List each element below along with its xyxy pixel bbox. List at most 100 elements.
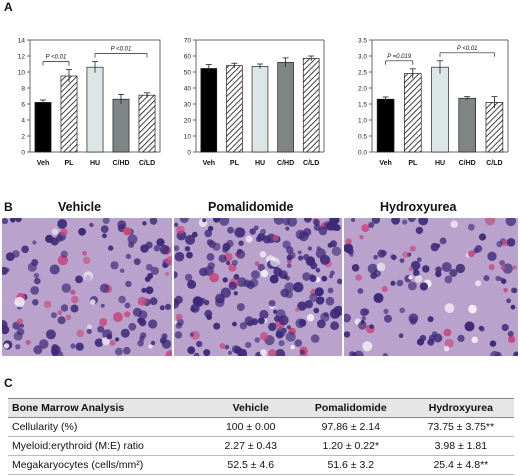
- table-cell: Cellularity (%): [8, 417, 208, 437]
- cell-nucleus: [496, 241, 503, 248]
- x-tick-label: PL: [65, 160, 75, 167]
- cell-nucleus: [318, 226, 328, 236]
- cell-nucleus: [507, 330, 514, 337]
- cell-nucleus: [377, 249, 386, 258]
- cell-nucleus: [206, 253, 215, 261]
- cell-nucleus: [329, 308, 341, 319]
- cell-nucleus: [30, 286, 40, 295]
- cell-nucleus: [373, 269, 381, 277]
- cell-nucleus: [233, 291, 238, 296]
- cell-nucleus: [349, 252, 354, 257]
- cell-nucleus: [110, 261, 119, 270]
- bar: [404, 73, 422, 153]
- cell-nucleus: [193, 352, 200, 356]
- cell-nucleus: [224, 344, 230, 350]
- cell-nucleus: [345, 238, 352, 245]
- y-tick-label: 1.0: [358, 118, 367, 125]
- cell-nucleus: [254, 337, 261, 343]
- cell-nucleus: [149, 297, 158, 306]
- cell-nucleus: [321, 275, 328, 282]
- cell-nucleus: [349, 351, 355, 356]
- tissue-background: [344, 218, 518, 356]
- micrograph-title-hydroxyurea: Hydroxyurea: [380, 200, 457, 214]
- cell-nucleus: [138, 318, 147, 327]
- cell-nucleus: [315, 268, 321, 273]
- table-cell: Megakaryocytes (cells/mm²): [8, 455, 208, 475]
- cell-nucleus: [269, 274, 279, 284]
- cell-nucleus: [15, 344, 21, 350]
- cell-nucleus: [123, 346, 131, 355]
- cell-nucleus: [268, 300, 276, 307]
- micrograph-hydroxyurea: [344, 218, 518, 356]
- cell-nucleus: [149, 218, 158, 225]
- cell-nucleus: [175, 322, 183, 329]
- y-tick-label: 4: [21, 118, 25, 125]
- cell-nucleus: [249, 228, 256, 235]
- cell-nucleus: [314, 287, 324, 297]
- cell-nucleus: [225, 260, 231, 266]
- significance-label: P <0.01: [111, 47, 132, 53]
- y-tick-label: 20: [184, 118, 192, 125]
- cell-nucleus: [45, 329, 56, 340]
- y-tick-label: 14: [18, 38, 26, 45]
- table-cell: 3.98 ± 1.81: [407, 436, 514, 456]
- x-tick-label: Veh: [379, 160, 391, 167]
- cell-nucleus: [75, 342, 84, 351]
- cell-nucleus: [57, 219, 68, 229]
- cell-nucleus: [176, 225, 185, 235]
- x-tick-label: C/HD: [277, 160, 294, 167]
- cell-nucleus: [139, 335, 145, 342]
- cell-nucleus: [184, 246, 191, 252]
- cell-nucleus: [282, 218, 291, 226]
- cell-nucleus: [396, 279, 404, 287]
- cell-nucleus: [344, 313, 351, 323]
- cell-nucleus: [355, 274, 362, 281]
- y-tick-label: 0: [187, 150, 191, 157]
- chart-1: 0 2 4 6 8 10 12 14 Veh PL HU C/HD C/LD P <0.01 P <0.01: [18, 38, 161, 167]
- cell-nucleus: [307, 260, 314, 266]
- cell-nucleus: [503, 288, 508, 293]
- cell-nucleus: [323, 312, 329, 318]
- table-cell: 52.5 ± 4.6: [207, 455, 294, 475]
- chart-2: 0 10 20 30 40 50 60 70 Veh PL HU C/HD C/LD: [184, 38, 325, 167]
- bar: [60, 75, 78, 153]
- cell-nucleus: [65, 314, 72, 321]
- cell-nucleus: [60, 250, 68, 258]
- cell-nucleus: [78, 227, 86, 236]
- cell-nucleus: [260, 269, 269, 278]
- cell-nucleus: [415, 226, 424, 235]
- y-tick-label: 10: [18, 70, 26, 77]
- cell-nucleus: [179, 218, 189, 224]
- cell-nucleus: [478, 233, 487, 241]
- cell-nucleus: [399, 258, 405, 263]
- cell-nucleus: [450, 220, 458, 228]
- cell-nucleus: [2, 218, 8, 225]
- cell-nucleus: [391, 254, 397, 261]
- cell-nucleus: [433, 333, 443, 343]
- cell-nucleus: [115, 347, 123, 356]
- cell-nucleus: [444, 303, 455, 314]
- cell-nucleus: [90, 299, 96, 305]
- cell-nucleus: [124, 311, 131, 318]
- cell-nucleus: [409, 317, 417, 325]
- cell-nucleus: [33, 272, 40, 279]
- cell-nucleus: [43, 300, 52, 308]
- cell-nucleus: [505, 218, 516, 227]
- cell-nucleus: [413, 268, 418, 274]
- cell-nucleus: [186, 251, 193, 259]
- bar: [302, 58, 320, 153]
- cell-nucleus: [70, 343, 76, 349]
- cell-nucleus: [506, 298, 511, 304]
- micrograph-vehicle: [2, 218, 172, 356]
- cell-nucleus: [237, 348, 248, 356]
- cell-nucleus: [113, 312, 123, 323]
- cell-nucleus: [398, 333, 404, 338]
- cell-nucleus: [144, 276, 151, 282]
- cell-nucleus: [373, 254, 378, 260]
- cell-nucleus: [371, 218, 381, 224]
- cell-nucleus: [174, 298, 180, 309]
- cell-nucleus: [174, 271, 178, 279]
- bar: [376, 98, 395, 153]
- y-tick-label: 0.0: [358, 150, 367, 157]
- cell-nucleus: [327, 287, 334, 294]
